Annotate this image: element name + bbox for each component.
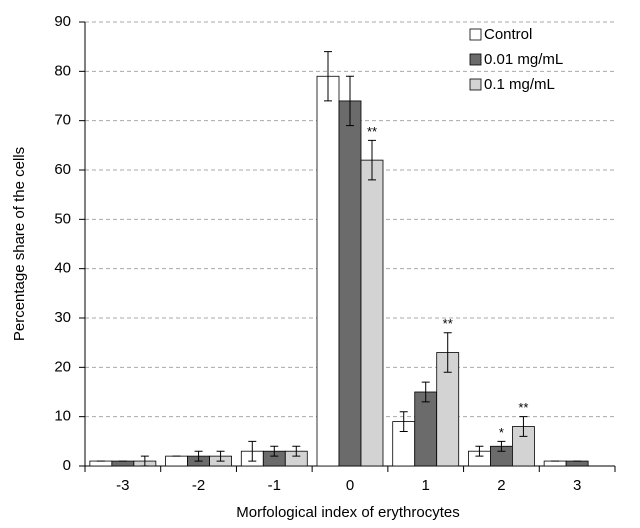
y-tick-label: 70 [54, 112, 71, 129]
bar [111, 460, 135, 467]
y-tick-label: 30 [54, 309, 71, 326]
x-tick-label: 2 [497, 477, 505, 494]
legend-swatch [469, 78, 482, 91]
error-bar [248, 440, 257, 462]
x-tick-label: 0 [346, 477, 354, 494]
legend-swatch [469, 53, 482, 66]
y-tick-label: 0 [63, 457, 71, 474]
y-tick-label: 10 [54, 408, 71, 425]
error-bar [194, 450, 203, 462]
error-bar [292, 445, 301, 457]
y-tick-label: 60 [54, 161, 71, 178]
error-bar [140, 455, 149, 467]
y-tick-label: 50 [54, 210, 71, 227]
error-bar [421, 381, 430, 403]
significance-mark: ** [518, 400, 528, 415]
x-tick-label: -2 [192, 477, 205, 494]
error-bar [324, 51, 332, 102]
x-axis-label: Morfological index of erythrocytes [236, 504, 459, 521]
bar [338, 100, 362, 467]
y-tick-label: 40 [54, 260, 71, 277]
error-bar [443, 332, 452, 373]
bar [565, 460, 589, 467]
error-bar [475, 445, 484, 457]
legend-swatch [469, 28, 482, 41]
bar [414, 391, 438, 467]
bar [360, 159, 384, 467]
error-bar [346, 75, 354, 127]
y-tick-label: 80 [54, 62, 71, 79]
x-tick-label: -3 [116, 477, 129, 494]
legend-label: Control [484, 26, 532, 43]
error-bar [368, 139, 376, 181]
significance-mark: ** [367, 124, 377, 139]
error-bar [216, 450, 225, 462]
x-tick-label: 1 [422, 477, 430, 494]
significance-mark: ** [443, 316, 453, 331]
bar [316, 75, 340, 467]
x-tick-label: 3 [573, 477, 581, 494]
bar [89, 460, 113, 467]
legend-label: 0.1 mg/mL [484, 76, 555, 93]
error-bar [399, 411, 408, 432]
bar [165, 455, 188, 467]
y-axis-label: Percentage share of the cells [11, 147, 28, 341]
legend-label: 0.01 mg/mL [484, 51, 563, 68]
significance-mark: * [499, 425, 504, 440]
error-bar [519, 416, 528, 437]
y-tick-label: 90 [54, 13, 71, 30]
x-tick-label: -1 [268, 477, 281, 494]
error-bar [270, 445, 279, 457]
y-tick-label: 20 [54, 358, 71, 375]
bar [543, 460, 567, 467]
error-bar [497, 440, 506, 452]
